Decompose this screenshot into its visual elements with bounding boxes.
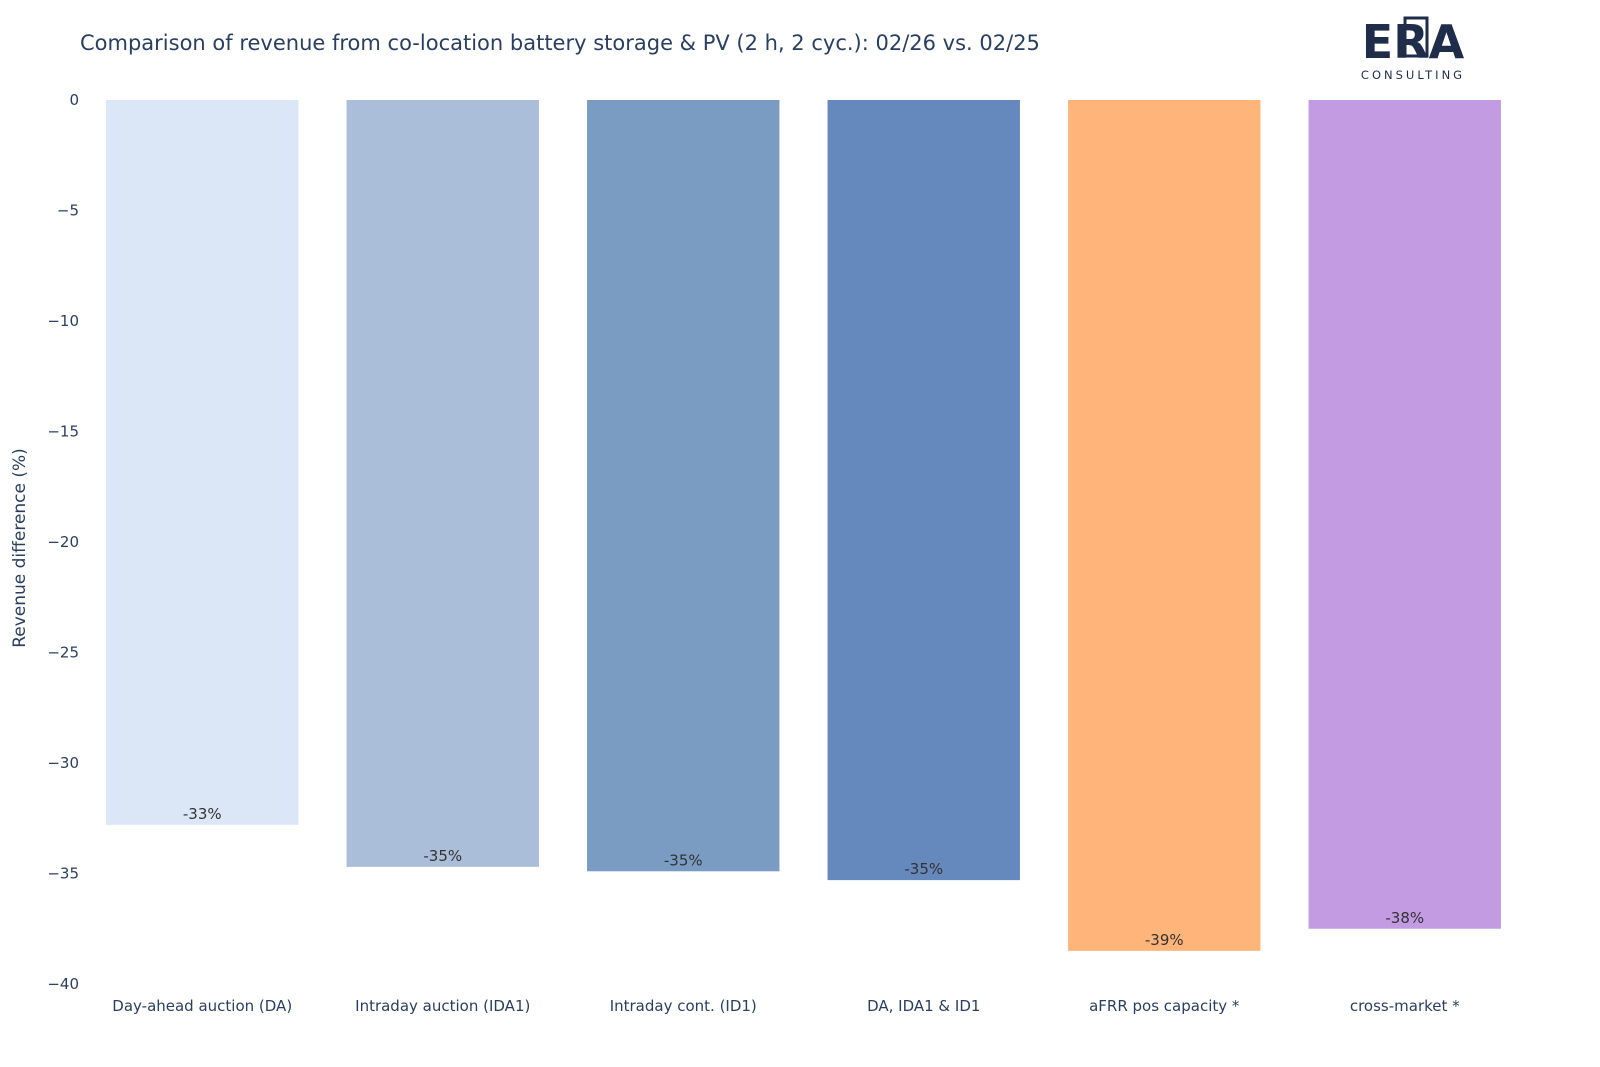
bar bbox=[106, 100, 299, 825]
bar bbox=[827, 100, 1020, 881]
y-tick-label: −10 bbox=[47, 312, 79, 330]
logo-sub-text: CONSULTING bbox=[1361, 68, 1465, 82]
y-tick-label: −40 bbox=[47, 975, 79, 993]
y-tick-label: −5 bbox=[57, 202, 79, 220]
bars bbox=[106, 100, 1501, 951]
chart-title: Comparison of revenue from co-location b… bbox=[80, 31, 1040, 55]
data-label: -35% bbox=[904, 860, 943, 878]
y-tick-label: −30 bbox=[47, 754, 79, 772]
y-tick-label: −15 bbox=[47, 423, 79, 441]
y-axis-ticks: 0 −5 −10 −15 −20 −25 −30 −35 −40 bbox=[47, 91, 79, 993]
x-tick-label: DA, IDA1 & ID1 bbox=[867, 997, 980, 1015]
data-label: -38% bbox=[1385, 909, 1424, 927]
data-label: -35% bbox=[664, 851, 703, 869]
x-tick-label: aFRR pos capacity * bbox=[1089, 997, 1240, 1015]
x-axis-ticks: Day-ahead auction (DA) Intraday auction (… bbox=[112, 997, 1460, 1015]
data-labels: -33% -35% -35% -35% -39% -38% bbox=[183, 805, 1424, 949]
x-tick-label: Intraday cont. (ID1) bbox=[610, 997, 757, 1015]
y-tick-label: 0 bbox=[69, 91, 79, 109]
bar bbox=[1068, 100, 1261, 951]
y-tick-label: −20 bbox=[47, 533, 79, 551]
logo-frame-mark bbox=[1403, 16, 1429, 58]
data-label: -39% bbox=[1145, 931, 1184, 949]
x-tick-label: Intraday auction (IDA1) bbox=[355, 997, 530, 1015]
logo-main-text: ERA bbox=[1362, 15, 1465, 69]
data-label: -35% bbox=[423, 847, 462, 865]
x-tick-label: Day-ahead auction (DA) bbox=[112, 997, 292, 1015]
bar bbox=[1308, 100, 1501, 929]
era-consulting-logo: ERA CONSULTING bbox=[1361, 15, 1465, 82]
bar bbox=[587, 100, 780, 872]
y-tick-label: −25 bbox=[47, 644, 79, 662]
bar bbox=[346, 100, 539, 867]
x-tick-label: cross-market * bbox=[1350, 997, 1460, 1015]
y-tick-label: −35 bbox=[47, 865, 79, 883]
y-axis-label: Revenue difference (%) bbox=[10, 448, 30, 648]
data-label: -33% bbox=[183, 805, 222, 823]
